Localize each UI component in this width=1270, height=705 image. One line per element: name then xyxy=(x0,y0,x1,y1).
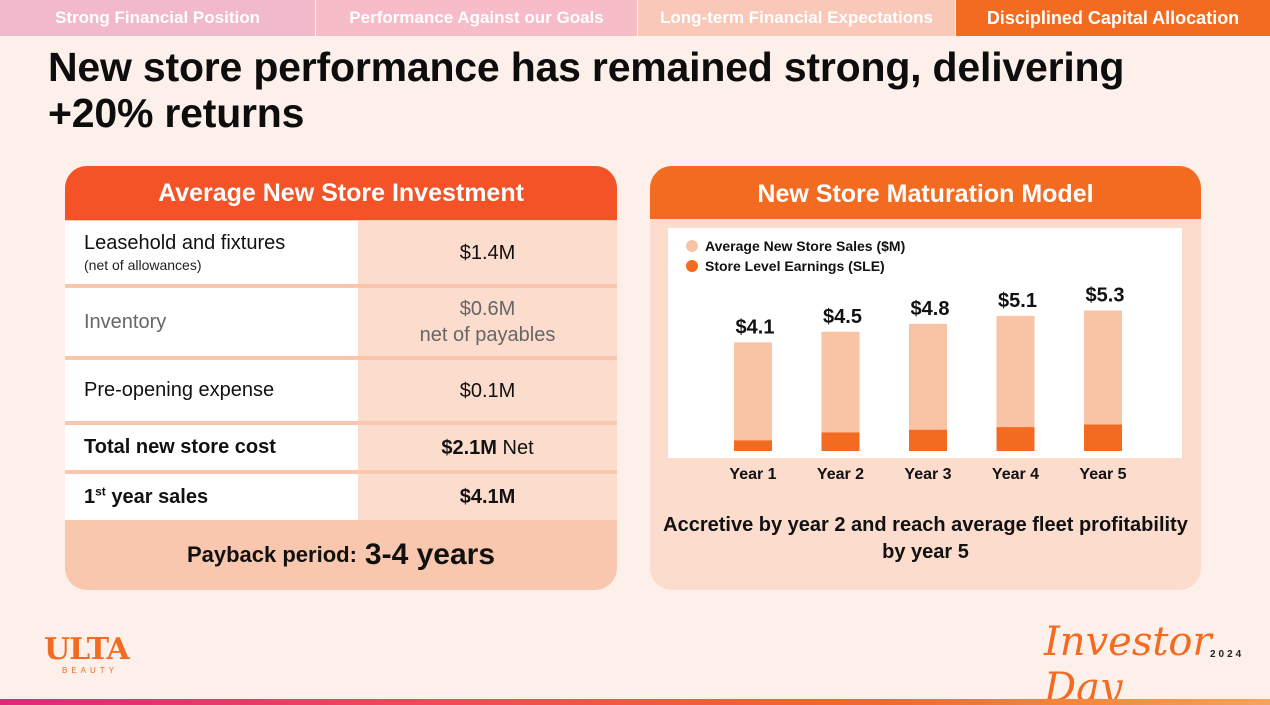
inventory-value-amount: $0.6M xyxy=(459,298,516,320)
logo-subtext: BEAUTY xyxy=(62,666,119,675)
logo-text: ULTA xyxy=(44,632,130,667)
investment-row-label: Leasehold and fixtures (net of allowance… xyxy=(65,221,358,284)
inventory-value: $0.6M net of payables xyxy=(358,288,617,356)
data-label-3: $4.8 xyxy=(911,298,950,320)
investment-card-header: Average New Store Investment xyxy=(65,166,617,220)
inventory-label: Inventory xyxy=(65,288,358,356)
payback-value: 3-4 years xyxy=(364,538,496,571)
x-axis-labels: Year 1 Year 2 Year 3 Year 4 Year 5 xyxy=(729,466,1126,483)
event-year: 2024 xyxy=(1210,649,1245,660)
maturation-card-header: New Store Maturation Model xyxy=(650,166,1201,219)
tab-strong-financial-position[interactable]: Strong Financial Position xyxy=(0,0,316,36)
total-cost-value: $2.1M Net xyxy=(358,425,617,470)
investment-row-leasehold: Leasehold and fixtures (net of allowance… xyxy=(65,221,617,284)
first-year-sales-value: $4.1M xyxy=(358,474,617,520)
data-label-5: $5.3 xyxy=(1086,285,1125,307)
data-label-1: $4.1 xyxy=(736,316,775,338)
x-tick-label-1: Year 1 xyxy=(729,466,776,483)
x-tick-label-2: Year 2 xyxy=(817,466,864,483)
bar-sle-2 xyxy=(821,432,860,451)
x-tick-label-4: Year 4 xyxy=(992,466,1039,483)
bar-sle-1 xyxy=(734,440,772,451)
investment-row-total: Total new store cost $2.1M Net xyxy=(65,425,617,470)
investment-card: Average New Store Investment Leasehold a… xyxy=(65,166,617,590)
investor-day-logo: Investor Day 2024 xyxy=(1040,615,1250,705)
section-tabs: Strong Financial Position Performance Ag… xyxy=(0,0,1270,36)
total-cost-amount: $2.1M xyxy=(441,436,497,459)
legend-item-sales: Average New Store Sales ($M) xyxy=(686,236,905,256)
bar-sales-1 xyxy=(734,342,772,451)
x-tick-label-5: Year 5 xyxy=(1079,466,1126,483)
leasehold-sublabel: (net of allowances) xyxy=(84,257,202,273)
footer-gradient-bar xyxy=(0,699,1270,705)
bar-sales-3 xyxy=(909,323,947,451)
bar-sales-2 xyxy=(821,331,860,451)
total-cost-suffix: Net xyxy=(496,436,534,459)
first-year-sales-label: 1st year sales xyxy=(65,474,358,520)
payback-label: Payback period: xyxy=(186,542,357,567)
bar-sle-5 xyxy=(1084,424,1122,451)
leasehold-label: Leasehold and fixtures xyxy=(84,232,286,254)
chart-canvas: $4.1 $4.5 $4.8 $5.1 $5.3 xyxy=(734,285,1125,451)
preopening-value: $0.1M xyxy=(358,360,617,421)
data-label-4: $5.1 xyxy=(998,290,1037,312)
tab-disciplined-capital-allocation[interactable]: Disciplined Capital Allocation xyxy=(956,0,1270,36)
legend-swatch-sle xyxy=(686,260,698,272)
legend-item-sle: Store Level Earnings (SLE) xyxy=(686,256,905,276)
payback-period: Payback period: 3-4 years xyxy=(65,520,617,590)
preopening-label: Pre-opening expense xyxy=(65,360,358,421)
maturation-chart: $4.1 $4.5 $4.8 $5.1 $5.3 Average New Store S… xyxy=(668,228,1182,458)
bar-sle-4 xyxy=(996,427,1035,451)
legend-label-sle: Store Level Earnings (SLE) xyxy=(705,258,885,274)
event-name: Investor Day xyxy=(1044,619,1212,705)
investment-row-inventory: Inventory $0.6M net of payables xyxy=(65,288,617,356)
investment-row-first-year-sales: 1st year sales $4.1M xyxy=(65,474,617,520)
chart-legend: Average New Store Sales ($M) Store Level… xyxy=(686,236,905,276)
page-title: New store performance has remained stron… xyxy=(48,44,1125,136)
bar-sle-3 xyxy=(909,429,947,451)
chart-note: Accretive by year 2 and reach average fl… xyxy=(663,514,1188,563)
legend-label-sales: Average New Store Sales ($M) xyxy=(705,238,906,254)
x-tick-label-3: Year 3 xyxy=(904,466,951,483)
tab-performance-against-goals[interactable]: Performance Against our Goals xyxy=(316,0,638,36)
inventory-value-note: net of payables xyxy=(419,324,556,346)
total-cost-label: Total new store cost xyxy=(65,425,358,470)
data-label-2: $4.5 xyxy=(823,306,862,328)
tab-long-term-financial-expectations[interactable]: Long-term Financial Expectations xyxy=(638,0,956,36)
ulta-logo: ULTA BEAUTY xyxy=(44,634,154,680)
investment-row-preopening: Pre-opening expense $0.1M xyxy=(65,360,617,421)
legend-swatch-sales xyxy=(686,240,698,252)
leasehold-value: $1.4M xyxy=(358,221,617,284)
